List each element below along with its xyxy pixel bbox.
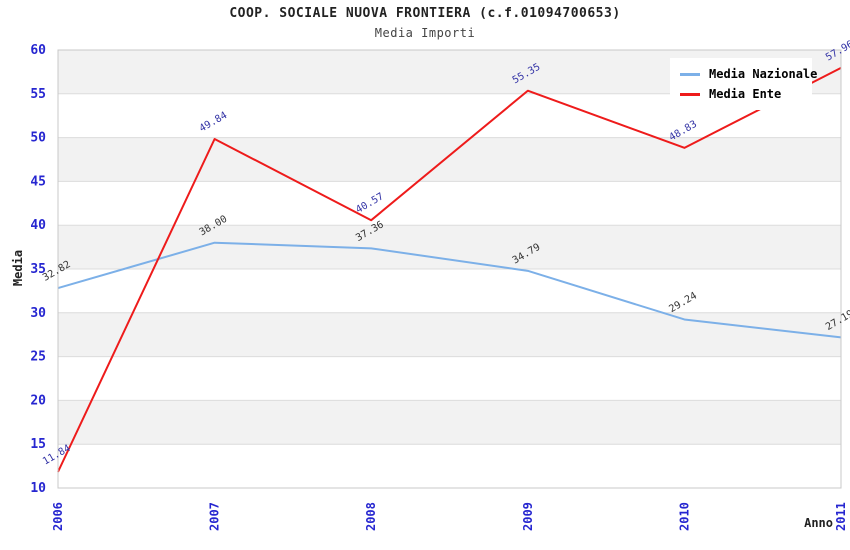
y-tick-label: 50 [30,131,46,146]
y-tick-label: 30 [30,306,46,321]
x-axis-title: Anno [804,516,833,530]
plot-band [58,356,841,401]
series-line-media-nazionale [57,241,842,339]
y-tick-label: 60 [30,43,46,58]
legend-swatch-blue-line-icon [680,72,700,76]
y-tick-label: 25 [30,350,46,365]
x-tick-label: 2007 [208,502,222,531]
y-axis-title: Media [11,250,25,286]
legend: Media Nazionale Media Ente [670,58,817,110]
y-tick-label: 45 [30,174,46,189]
x-tick-label: 2009 [521,502,535,531]
chart-subtitle: Media Importi [374,26,476,40]
series-line-media-ente [57,66,842,473]
legend-label-media-nazionale: Media Nazionale [709,67,818,81]
y-tick-label: 10 [30,481,46,496]
page-title: COOP. SOCIALE NUOVA FRONTIERA (c.f.01094… [229,6,621,21]
plot-band [58,444,841,488]
x-tick-label: 2011 [834,502,848,531]
x-tick-label: 2006 [51,502,65,531]
plot-band [58,225,841,269]
y-tick-label: 35 [30,262,46,277]
y-tick-label: 20 [30,393,46,408]
y-tick-label: 40 [30,218,46,233]
plot-border [57,49,842,489]
legend-item-media-nazionale: Media Nazionale [680,64,817,84]
legend-item-media-ente: Media Ente [680,84,802,104]
plot-band [58,400,841,445]
plot-band [58,269,841,313]
plot-band [58,312,841,357]
plot-band [58,181,841,226]
y-tick-label: 15 [30,437,46,452]
plot-band [58,137,841,182]
x-tick-label: 2010 [677,502,691,531]
legend-swatch-red-line-icon [680,92,700,96]
y-tick-label: 55 [30,87,46,102]
x-tick-label: 2008 [364,502,378,531]
legend-label-media-ente: Media Ente [709,87,782,101]
